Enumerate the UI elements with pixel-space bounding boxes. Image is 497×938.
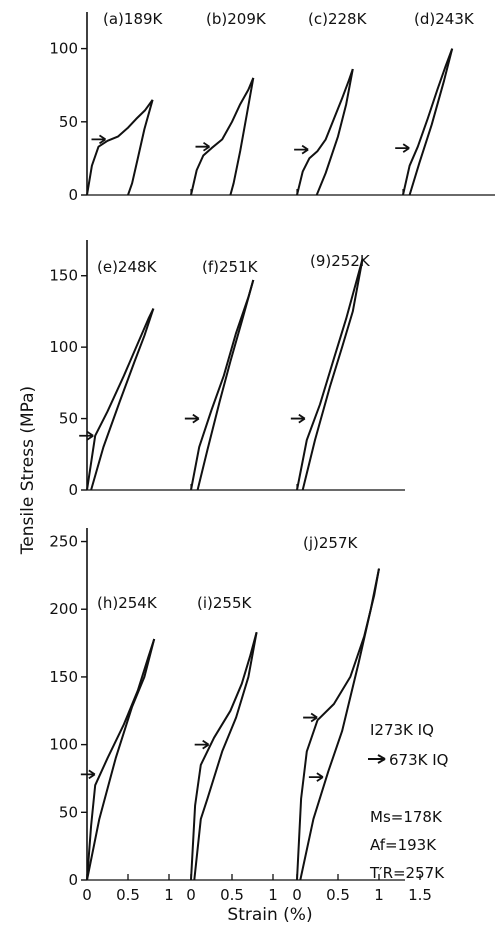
- x-tick-label: 1.5: [408, 886, 432, 904]
- unloading-curve: [229, 77, 255, 196]
- arrow-icon: [194, 739, 210, 750]
- arrow-icon: [80, 769, 96, 780]
- unloading-curve: [196, 279, 255, 491]
- unloading-curve: [90, 308, 155, 491]
- y-tick-label: 100: [49, 338, 78, 356]
- y-tick-label: 50: [59, 113, 78, 131]
- y-tick-label: 150: [49, 668, 78, 686]
- panel-(b)209K: (b)209K: [190, 10, 267, 196]
- annotation-line2: 673K IQ: [389, 751, 448, 769]
- y-tick-label: 100: [49, 40, 78, 58]
- y-tick-label: 250: [49, 533, 78, 551]
- unloading-curve: [301, 258, 364, 491]
- panel-label: (9)252K: [310, 252, 371, 270]
- panel-(d)243K: (d)243K: [395, 10, 475, 196]
- unloading-curve: [299, 568, 380, 881]
- panel-label: (h)254K: [97, 594, 158, 612]
- loading-curve: [190, 77, 255, 196]
- panel-(9)252K: (9)252K: [290, 252, 371, 491]
- x-tick-label: 1: [374, 886, 384, 904]
- y-tick-label: 200: [49, 600, 78, 618]
- arrow-icon: [395, 143, 410, 153]
- x-tick-label: 0.5: [116, 886, 140, 904]
- unloading-curve: [86, 638, 156, 881]
- panel-label: (i)255K: [197, 594, 253, 612]
- unloading-curve: [315, 68, 354, 196]
- loading-curve: [86, 99, 154, 196]
- arrow-icon: [290, 413, 306, 424]
- loading-curve: [296, 258, 364, 491]
- panel-label: (f)251K: [202, 258, 259, 276]
- y-tick-label: 0: [68, 186, 78, 204]
- panel-label: (a)189K: [103, 10, 164, 28]
- y-tick-label: 50: [59, 803, 78, 821]
- panel-(i)255K: (i)255K: [190, 594, 258, 881]
- y-tick-label: 100: [49, 736, 78, 754]
- arrow-icon: [294, 144, 309, 155]
- loading-curve: [296, 68, 354, 196]
- unloading-curve: [193, 632, 258, 881]
- y-tick-label: 0: [68, 481, 78, 499]
- panel-(j)257K: (j)257K: [296, 534, 380, 881]
- y-tick-label: 150: [49, 267, 78, 285]
- y-tick-label: 0: [68, 871, 78, 889]
- arrow-icon: [79, 430, 94, 441]
- panel-(a)189K: (a)189K: [86, 10, 164, 196]
- annotation-tr: T′R=257K: [369, 864, 445, 882]
- x-tick-label: 0: [82, 886, 92, 904]
- unloading-curve: [408, 48, 454, 196]
- loading-curve: [402, 48, 454, 196]
- arrow-icon: [308, 772, 324, 782]
- x-tick-label: 0: [292, 886, 302, 904]
- panel-label: (e)248K: [97, 258, 158, 276]
- annotation-block: I273K IQ 673K IQ Ms=178K Af=193K T′R=257…: [368, 721, 448, 882]
- loading-curve: [86, 308, 155, 491]
- loading-curve: [190, 631, 258, 881]
- x-axis-title: Strain (%): [227, 905, 312, 925]
- panel-(c)228K: (c)228K: [294, 10, 368, 196]
- unloading-curve: [127, 99, 154, 196]
- panel-label: (d)243K: [414, 10, 475, 28]
- y-axis-title: Tensile Stress (MPa): [18, 386, 38, 555]
- y-tick-label: 50: [59, 410, 78, 428]
- annotation-ms: Ms=178K: [370, 808, 443, 826]
- panel-label: (j)257K: [303, 534, 359, 552]
- x-tick-label: 1: [164, 886, 174, 904]
- arrow-icon: [303, 712, 318, 723]
- annotation-line1: I273K IQ: [370, 721, 434, 739]
- loading-curve: [86, 638, 156, 881]
- arrow-icon: [91, 134, 106, 145]
- loading-curve: [296, 568, 380, 881]
- arrow-icon: [195, 141, 210, 152]
- panel-(e)248K: (e)248K: [79, 258, 158, 491]
- x-tick-label: 0.5: [220, 886, 244, 904]
- panel-(f)251K: (f)251K: [184, 258, 259, 491]
- panel-label: (b)209K: [206, 10, 267, 28]
- panel-label: (c)228K: [308, 10, 368, 28]
- annotation-arrow-icon: [368, 754, 386, 764]
- x-tick-label: 1: [268, 886, 278, 904]
- x-tick-label: 0.5: [326, 886, 350, 904]
- arrow-icon: [184, 413, 200, 424]
- panel-(h)254K: (h)254K: [80, 594, 158, 881]
- x-tick-label: 0: [186, 886, 196, 904]
- annotation-af: Af=193K: [370, 836, 437, 854]
